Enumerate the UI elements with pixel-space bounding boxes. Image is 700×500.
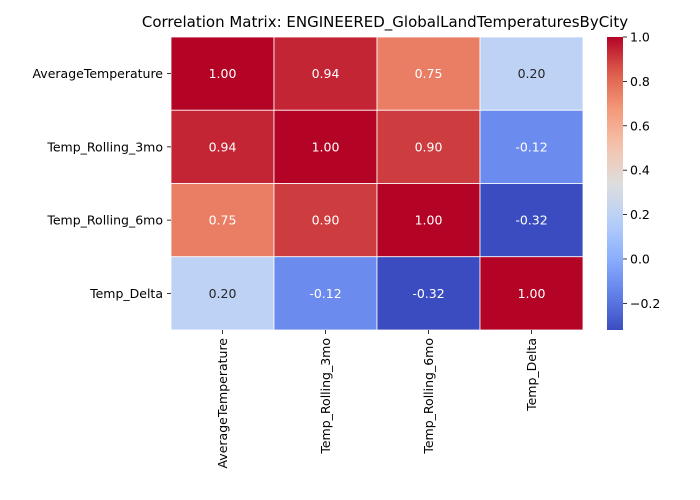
heatmap-cell-value-label: -0.12 [515,139,547,154]
colorbar-gradient [607,37,623,330]
heatmap-cell [376,36,481,111]
y-axis-tick-label: Temp_Rolling_6mo [46,213,163,228]
heatmap-cell [479,109,584,184]
heatmap-cell-value-label: 0.94 [209,139,237,154]
colorbar-tick-label: 0.8 [630,74,650,89]
x-axis-tick-label: Temp_Rolling_6mo [421,338,436,455]
heatmap-cells [170,36,584,331]
heatmap-cell [170,36,275,111]
heatmap-cell [273,36,378,111]
heatmap-cell-value-label: 0.75 [209,213,237,228]
heatmap-cell-value-label: 0.20 [518,66,546,81]
x-axis-tick-label: Temp_Rolling_3mo [318,338,333,455]
colorbar-tick-label: 0.2 [630,207,650,222]
colorbar: 1.0 0.8 0.6 0.4 0.2 0.0 −0.2 [607,30,660,330]
colorbar-tick-label: 0.0 [630,251,650,266]
heatmap-cell-value-label: 0.94 [312,66,340,81]
heatmap-cell [170,109,275,184]
heatmap-cell-value-label: 0.90 [312,213,340,228]
heatmap-cell [273,183,378,258]
heatmap-cell-value-label: 1.00 [312,139,340,154]
heatmap-cell-value-label: 0.20 [209,286,237,301]
heatmap-cell-value-label: 0.90 [415,139,443,154]
x-axis-tick-label: AverageTemperature [215,338,230,469]
chart-title: Correlation Matrix: ENGINEERED_GlobalLan… [142,13,628,32]
colorbar-tick-label: 1.0 [630,30,650,45]
heatmap-cell-value-label: 1.00 [518,286,546,301]
heatmap-cell [170,256,275,331]
heatmap-cell-value-label: 0.75 [415,66,443,81]
heatmap-cell-value-label: -0.12 [309,286,341,301]
heatmap-cell [273,256,378,331]
heatmap-cell-value-label: -0.32 [515,213,547,228]
heatmap-cell [479,36,584,111]
y-axis-tick-label: Temp_Delta [89,286,163,301]
colorbar-tick-label: 0.4 [630,163,650,178]
colorbar-tick-label: −0.2 [630,296,660,311]
heatmap-cell-value-label: 1.00 [209,66,237,81]
heatmap-cell [479,183,584,258]
colorbar-tick-label: 0.6 [630,118,650,133]
x-axis-tick-label: Temp_Delta [524,338,539,412]
y-axis-tick-label: Temp_Rolling_3mo [46,139,163,154]
heatmap-cell-labels: 1.00 0.94 0.75 0.20 0.94 1.00 0.90 -0.12 0.75 0.9… [209,66,548,301]
y-axis-tick-label: AverageTemperature [32,66,163,81]
x-axis-tick-labels: AverageTemperature Temp_Rolling_3mo Temp_R… [215,330,539,469]
heatmap-cell [479,256,584,331]
y-axis-tick-labels: AverageTemperature Temp_Rolling_3mo Temp_R… [32,66,171,301]
heatmap-cell [376,256,481,331]
heatmap-cell-value-label: 1.00 [415,213,443,228]
heatmap-cell-value-label: -0.32 [412,286,444,301]
heatmap-cell [273,109,378,184]
